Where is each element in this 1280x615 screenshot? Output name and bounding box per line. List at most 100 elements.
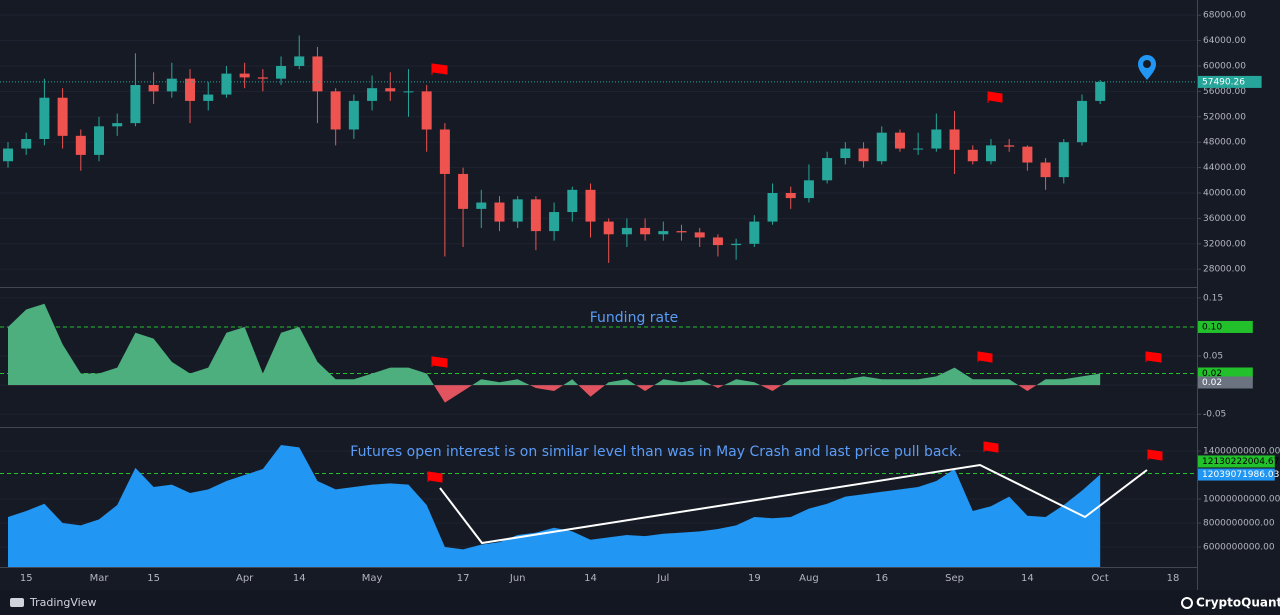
y-tick-label: 8000000000.00 xyxy=(1203,518,1275,528)
flags xyxy=(427,63,1163,483)
candle-body xyxy=(185,78,196,101)
candle-body xyxy=(785,193,796,199)
flag xyxy=(431,356,448,368)
footer-bar xyxy=(0,590,1280,615)
pane-title: Funding rate xyxy=(590,310,678,326)
y-tick-label: 6000000000.00 xyxy=(1203,542,1275,552)
value-label-box xyxy=(1198,320,1253,333)
candle-body xyxy=(603,221,614,235)
candle-body xyxy=(1004,145,1015,147)
candle-body xyxy=(658,231,669,235)
candle-body xyxy=(385,88,396,92)
x-tick-label: 18 xyxy=(1167,573,1180,584)
candle-body xyxy=(876,132,887,162)
candle-body xyxy=(21,139,32,149)
candle-body xyxy=(530,199,541,232)
flag xyxy=(431,63,448,75)
x-tick-label: Sep xyxy=(945,573,964,584)
candle-body xyxy=(3,148,13,162)
candle-body xyxy=(567,189,578,213)
candle-body xyxy=(203,94,214,101)
x-tick-label: 19 xyxy=(748,573,761,584)
y-tick-label: 28000.00 xyxy=(1203,265,1246,275)
y-tick-label: 44000.00 xyxy=(1203,163,1246,173)
value-label: 12039071986.03 xyxy=(1202,470,1279,480)
x-tick-label: 15 xyxy=(20,573,33,584)
candle-body xyxy=(403,91,414,93)
x-tick-label: 14 xyxy=(293,573,306,584)
candle-body xyxy=(985,145,996,162)
candle-body xyxy=(75,135,86,155)
x-tick-label: 16 xyxy=(875,573,888,584)
candle-body xyxy=(1022,146,1033,163)
y-tick-label: 64000.00 xyxy=(1203,36,1246,46)
candle-body xyxy=(148,85,159,92)
candle-body xyxy=(512,199,523,222)
candle-body xyxy=(712,237,723,246)
candle-body xyxy=(585,189,596,222)
candle-body xyxy=(894,132,905,149)
candle-body xyxy=(913,148,924,150)
y-tick-label: 68000.00 xyxy=(1203,11,1246,21)
candle-body xyxy=(640,227,651,235)
footer-right: CryptoQuant xyxy=(1196,596,1280,610)
y-tick-label: 36000.00 xyxy=(1203,214,1246,224)
candle-body xyxy=(840,148,851,159)
candle-body xyxy=(239,73,250,78)
candle-body xyxy=(1076,100,1087,143)
y-tick-label: 40000.00 xyxy=(1203,189,1246,199)
candle-body xyxy=(803,180,814,199)
y-tick-label: 0.05 xyxy=(1203,352,1223,362)
candle-body xyxy=(694,232,705,238)
value-label-box xyxy=(1198,75,1262,88)
x-tick-label: 14 xyxy=(584,573,597,584)
flag xyxy=(1147,449,1163,461)
y-tick-label: -0.05 xyxy=(1203,410,1226,420)
value-label: 0.02 xyxy=(1202,369,1222,379)
candle-body xyxy=(676,231,687,233)
value-label: 57490.26 xyxy=(1202,77,1245,87)
area-negative xyxy=(8,385,1101,403)
candle-body xyxy=(1040,162,1051,178)
candle-body xyxy=(822,158,833,181)
y-tick-label: 56000.00 xyxy=(1203,87,1246,97)
footer-left: TradingView xyxy=(29,596,96,609)
candle-body xyxy=(967,149,978,162)
trend-line xyxy=(439,463,1148,545)
candle-body xyxy=(367,88,378,101)
y-tick-label: 52000.00 xyxy=(1203,112,1246,122)
candle-body xyxy=(1095,81,1106,101)
candle-body xyxy=(549,212,560,232)
candle-body xyxy=(221,73,232,95)
y-tick-label: 48000.00 xyxy=(1203,138,1246,148)
x-tick-label: Apr xyxy=(236,573,254,584)
tradingview-logo: TradingView xyxy=(10,596,96,609)
candle-body xyxy=(749,221,760,244)
candle-body xyxy=(494,202,505,222)
candle-body xyxy=(330,91,341,130)
x-tick-label: Oct xyxy=(1092,573,1109,584)
x-tick-label: 14 xyxy=(1021,573,1034,584)
value-label-box xyxy=(1198,455,1275,468)
candle-body xyxy=(348,100,359,130)
x-tick-label: 17 xyxy=(457,573,470,584)
candle-body xyxy=(931,129,942,149)
candle-body xyxy=(94,126,105,155)
cryptoquant-logo: CryptoQuant xyxy=(1181,596,1280,610)
flag xyxy=(977,351,993,363)
candle-body xyxy=(458,173,469,209)
candle-body xyxy=(767,193,778,222)
candle-body xyxy=(112,123,123,127)
value-label: 0.10 xyxy=(1202,322,1222,332)
candle-body xyxy=(312,56,323,92)
value-label: 12130222004.67 xyxy=(1202,457,1279,467)
y-tick-label: 10000000000.00 xyxy=(1203,494,1280,504)
area-positive xyxy=(8,303,1101,386)
candle-body xyxy=(57,97,68,136)
candle-body xyxy=(949,129,960,150)
value-label-box xyxy=(1198,376,1253,389)
x-tick-label: Aug xyxy=(799,573,819,584)
flag xyxy=(1145,351,1162,363)
y-tick-label: 0.15 xyxy=(1203,293,1223,303)
candle-body xyxy=(130,85,141,124)
